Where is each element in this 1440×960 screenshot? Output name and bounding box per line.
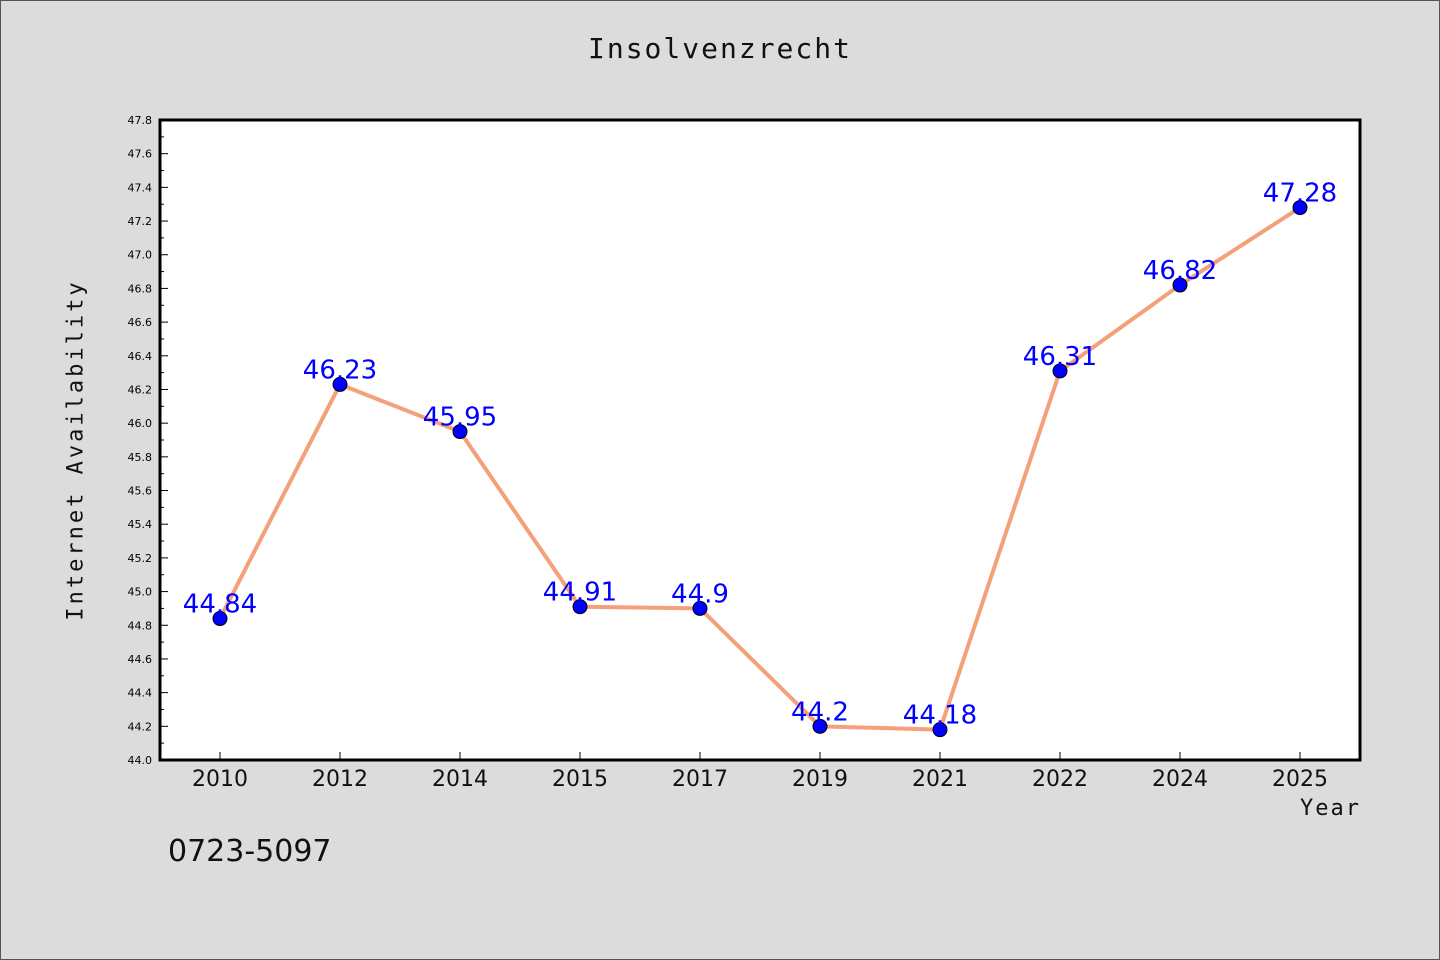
- y-tick-label: 47.4: [128, 181, 153, 194]
- x-tick-label: 2010: [192, 767, 248, 792]
- y-tick-label: 44.8: [128, 619, 153, 632]
- y-tick-label: 45.6: [128, 485, 153, 498]
- y-tick-label: 45.4: [128, 518, 153, 531]
- series-line: [218, 205, 1302, 732]
- x-axis: 2010 2012 2014 2015 2017 2019 2021 2022 2024 2025: [192, 752, 1328, 792]
- x-axis-label: Year: [1300, 796, 1361, 821]
- data-label: 44.2: [791, 697, 849, 727]
- y-tick-label: 46.4: [128, 350, 153, 363]
- x-tick-label: 2019: [792, 767, 848, 792]
- data-point: [1172, 277, 1188, 293]
- y-tick-label: 46.8: [128, 282, 153, 295]
- data-label: 46.23: [303, 355, 377, 385]
- data-point: [452, 424, 468, 440]
- y-tick-label: 44.0: [128, 754, 153, 767]
- x-tick-label: 2015: [552, 767, 608, 792]
- data-label: 44.84: [183, 590, 257, 620]
- y-tick-label: 44.2: [128, 720, 153, 733]
- x-tick-label: 2025: [1272, 767, 1328, 792]
- data-point: [932, 722, 948, 738]
- data-point: [1052, 363, 1068, 379]
- data-label: 47.28: [1263, 179, 1337, 209]
- x-tick-label: 2012: [312, 767, 368, 792]
- x-tick-label: 2021: [912, 767, 968, 792]
- data-point: [1292, 200, 1308, 216]
- y-axis: 44.0 44.2 44.4 44.6 44.8 45.0 45.2 45.4 45.6 45.8…: [128, 114, 168, 767]
- y-tick-label: 45.2: [128, 552, 153, 565]
- y-tick-label: 44.6: [128, 653, 153, 666]
- x-tick-label: 2014: [432, 767, 488, 792]
- data-series: 44.84 46.23 45.95 44.91 44.9 44.2 44.18 46.31 46…: [183, 179, 1337, 738]
- x-tick-label: 2024: [1152, 767, 1208, 792]
- data-label: 46.31: [1023, 342, 1097, 372]
- x-tick-label: 2017: [672, 767, 728, 792]
- y-tick-label: 44.4: [128, 687, 153, 700]
- y-tick-label: 45.0: [128, 586, 153, 599]
- data-label: 44.9: [671, 579, 729, 609]
- data-label: 44.18: [903, 701, 977, 731]
- y-tick-label: 47.8: [128, 114, 153, 127]
- footnote-code: 0723-5097: [168, 834, 332, 869]
- plot-area: [158, 118, 1362, 762]
- data-label: 44.91: [543, 578, 617, 608]
- data-point: [572, 599, 588, 615]
- data-point: [332, 376, 348, 392]
- data-point: [692, 600, 708, 616]
- data-point: [212, 611, 228, 627]
- y-tick-label: 46.6: [128, 316, 153, 329]
- y-tick-label: 47.6: [128, 148, 153, 161]
- data-point: [812, 718, 828, 734]
- y-tick-label: 47.0: [128, 249, 153, 262]
- y-tick-label: 47.2: [128, 215, 153, 228]
- y-tick-label: 46.0: [128, 417, 153, 430]
- x-tick-label: 2022: [1032, 767, 1088, 792]
- y-tick-label: 46.2: [128, 383, 153, 396]
- data-label: 46.82: [1143, 256, 1217, 286]
- chart-title: Insolvenzrecht: [587, 32, 852, 65]
- data-label: 45.95: [423, 403, 497, 433]
- y-tick-label: 45.8: [128, 451, 153, 464]
